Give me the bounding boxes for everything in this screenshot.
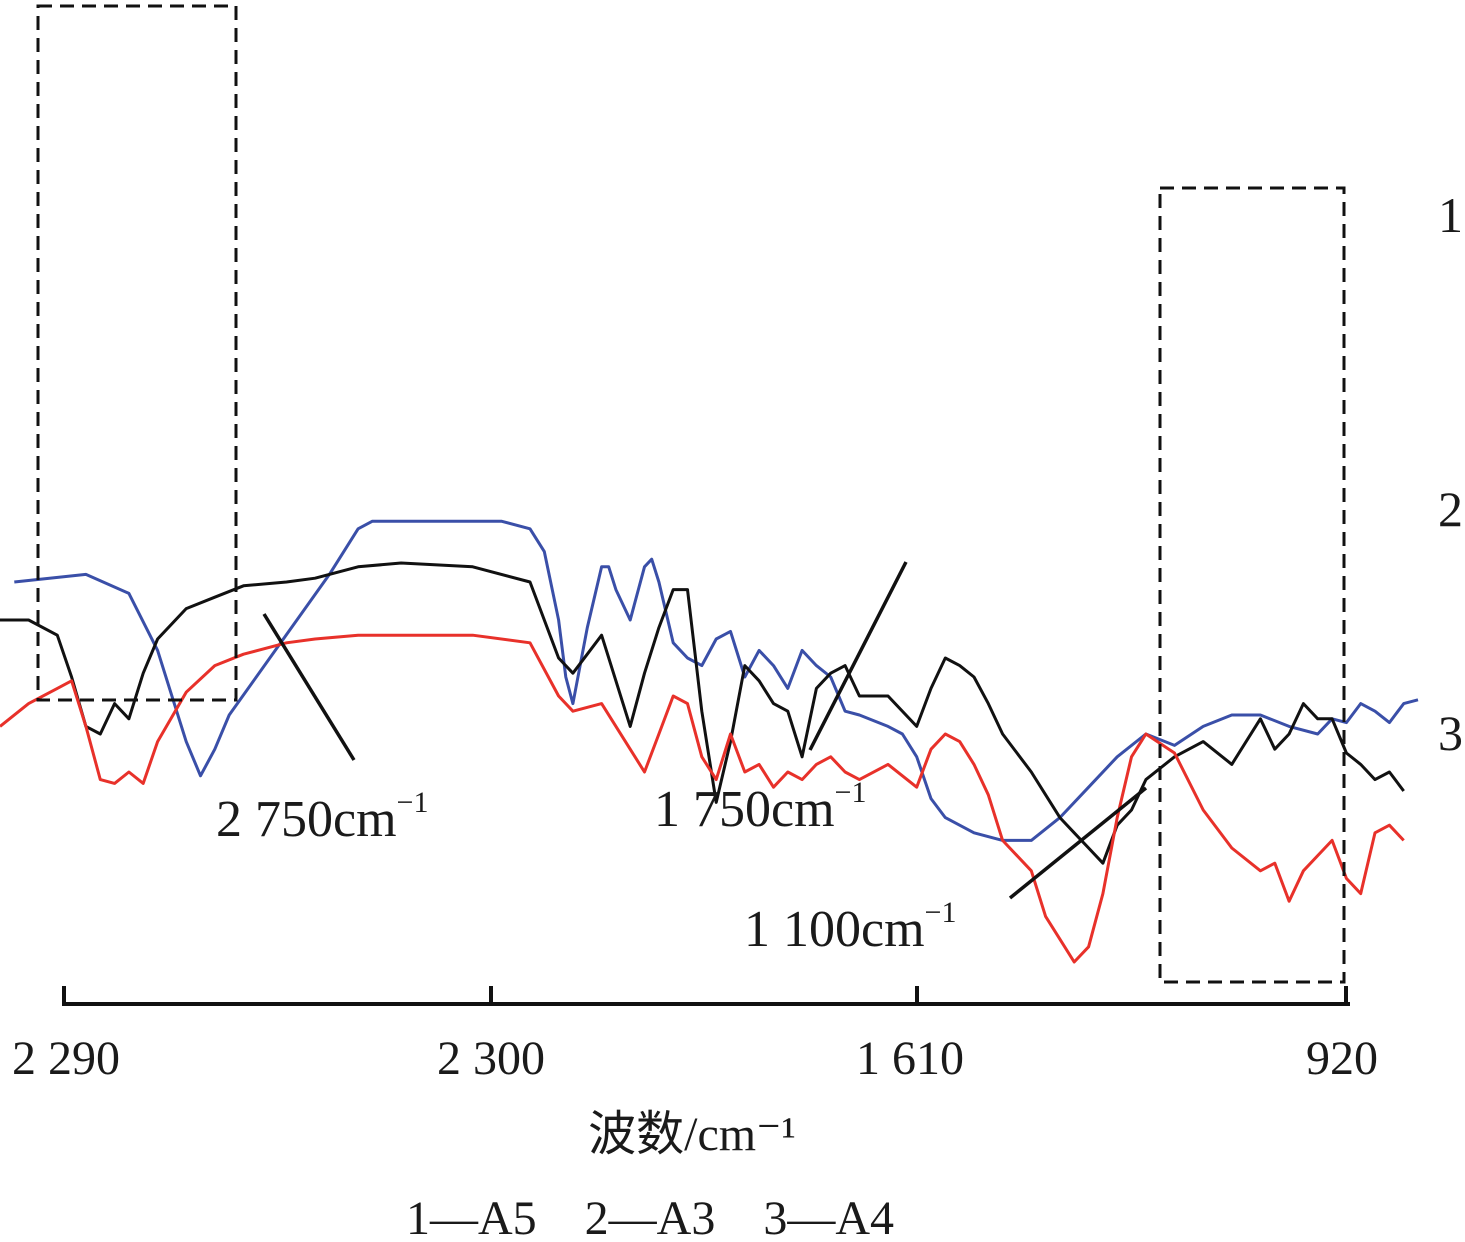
x-tick-label-920: 920 [1306,1032,1378,1085]
curve-label-2: 2 [1438,481,1463,537]
legend: 1—A5 2—A3 3—A4 [406,1192,894,1242]
series-line-3 [0,633,1405,964]
annotation-label-1750: 1 750cm−1 [654,776,866,838]
x-axis-ticks [62,986,1348,1004]
series-line-2 [0,561,1405,865]
annotation-leader-2750 [262,613,356,761]
curve-label-3: 3 [1438,705,1463,761]
x-tick-label-1610: 1 610 [856,1032,964,1085]
series-layer [0,519,1419,964]
series-line-1 [14,519,1419,842]
highlight-box-right [1158,186,1346,984]
x-tick-label-2300: 2 300 [437,1032,545,1085]
annotation-label-1100: 1 100cm−1 [744,896,956,958]
annotation-label-2750: 2 750cm−1 [216,786,428,848]
annotation-leader-1100 [1008,786,1148,900]
x-tick-label-2290: 2 290 [12,1032,120,1085]
x-axis-title: 波数/cm⁻¹ [588,1108,796,1161]
annotation-leader-1750 [808,561,908,751]
highlight-box-left [36,4,238,702]
curve-label-1: 1 [1438,187,1463,243]
